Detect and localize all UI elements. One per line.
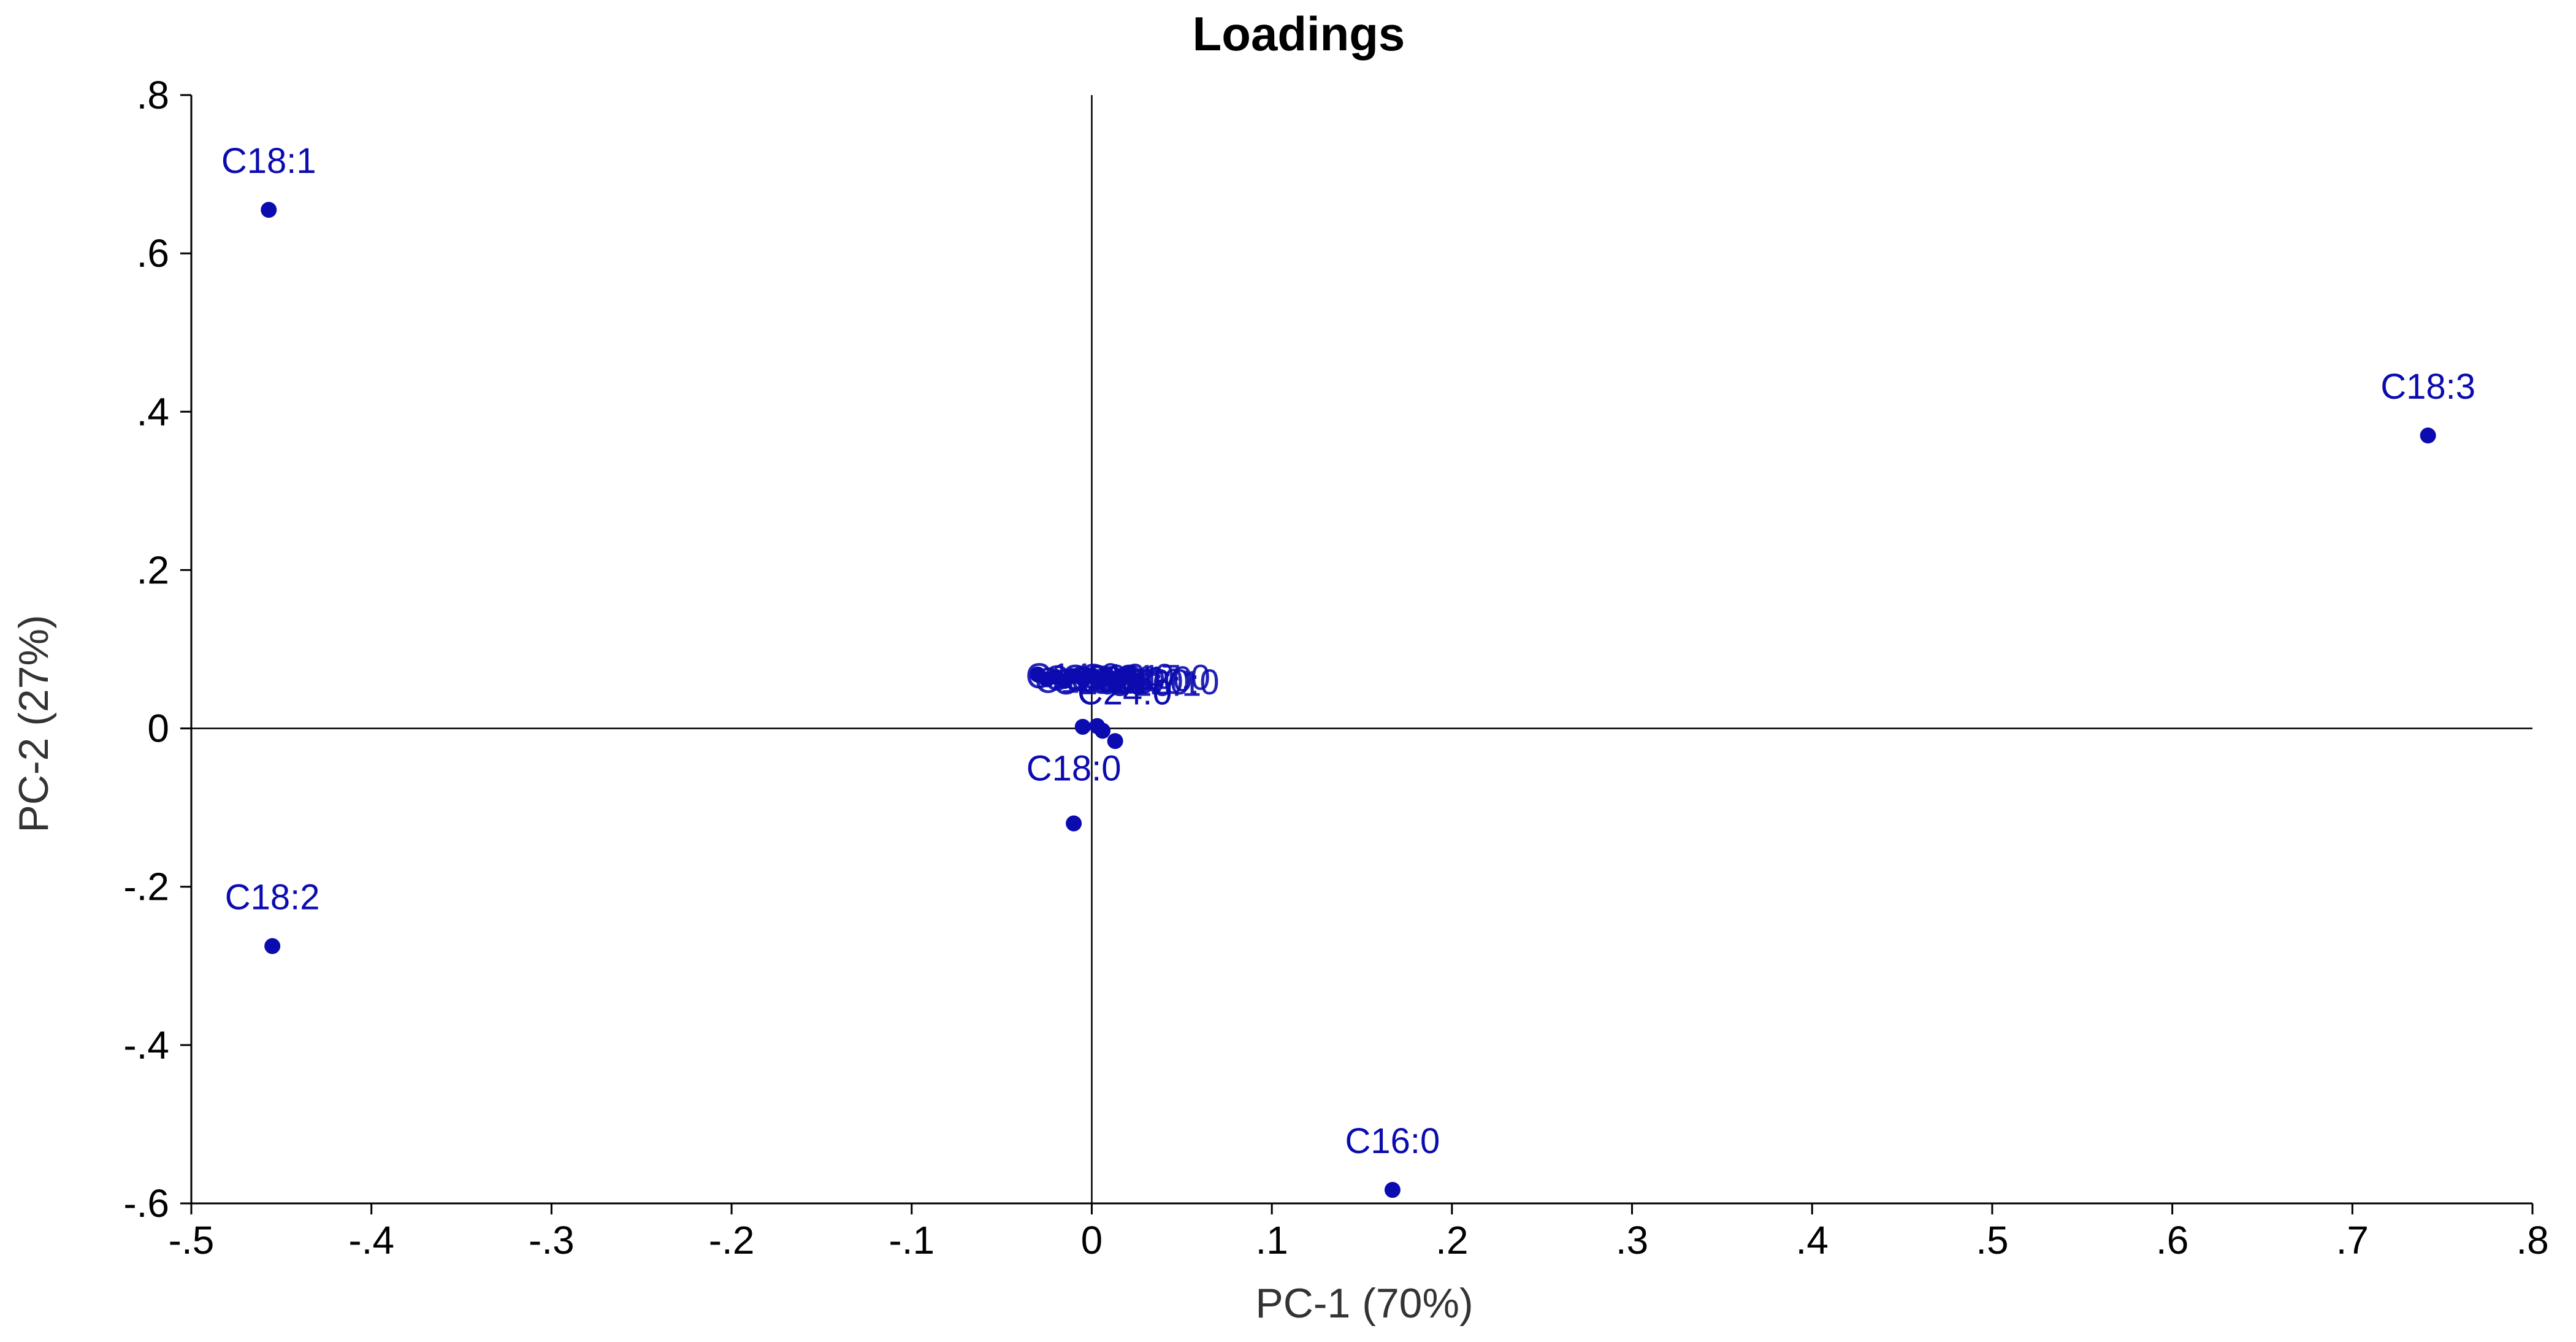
x-tick-label: .6	[2156, 1218, 2188, 1262]
data-point	[1128, 673, 1145, 689]
x-tick-label: 0	[1081, 1218, 1103, 1262]
x-tick-label: .4	[1796, 1218, 1829, 1262]
x-tick-label: .7	[2336, 1218, 2369, 1262]
point-label: C18:0	[1026, 748, 1122, 788]
x-tick-label: .5	[1976, 1218, 2008, 1262]
data-point	[1074, 718, 1091, 735]
x-tick-label: .8	[2516, 1218, 2548, 1262]
x-tick-label: .2	[1435, 1218, 1468, 1262]
y-tick-label: -.4	[123, 1023, 169, 1067]
plot-area: -.5 -.4 -.3 -.2 -.1 0 .1 .2 .3 .4 .5 .6 .7 .8 -.6 -.4 -.…	[123, 73, 2548, 1262]
point-label: C18:2	[225, 878, 320, 918]
x-tick-label: -.4	[348, 1218, 394, 1262]
data-point	[1384, 1182, 1401, 1198]
point-label: C16:0	[1345, 1121, 1440, 1161]
x-tick-label: .3	[1616, 1218, 1648, 1262]
y-tick-label: -.6	[123, 1181, 169, 1225]
x-tick-label: -.3	[529, 1218, 575, 1262]
point-label: C18:3	[2380, 367, 2475, 407]
data-point	[264, 938, 281, 954]
y-axis-title: PC-2 (27%)	[10, 615, 57, 832]
x-tick-label: -.2	[709, 1218, 755, 1262]
point-label: C18:1	[221, 141, 316, 181]
y-tick-label: .8	[137, 73, 169, 117]
x-tick-label: -.5	[169, 1218, 215, 1262]
x-tick-label: .1	[1255, 1218, 1288, 1262]
data-point	[1066, 815, 1082, 832]
y-tick-label: .4	[137, 389, 169, 434]
data-point	[1107, 733, 1123, 750]
data-point	[2420, 428, 2436, 444]
y-tick-label: -.2	[123, 865, 169, 909]
y-tick-label: .6	[137, 231, 169, 275]
x-axis-title: PC-1 (70%)	[1255, 1280, 1473, 1327]
y-tick-label: 0	[147, 707, 169, 751]
data-point	[261, 202, 277, 218]
chart-title: Loadings	[1193, 7, 1405, 61]
x-tick-label: -.1	[889, 1218, 934, 1262]
y-tick-label: .2	[137, 548, 169, 592]
data-point	[1095, 723, 1111, 739]
